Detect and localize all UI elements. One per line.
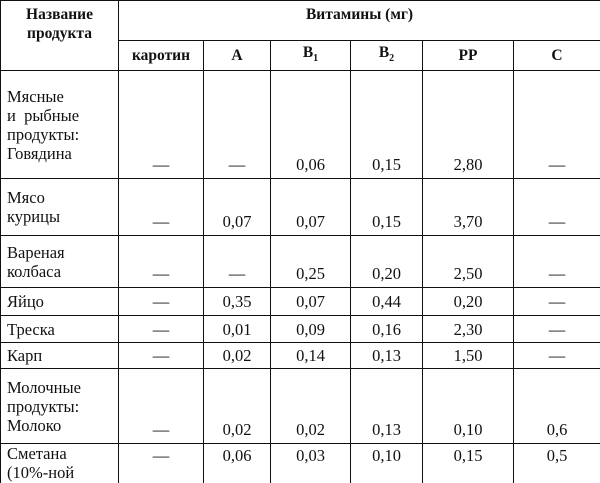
column-letter: В xyxy=(378,43,390,61)
vitamin-value: — xyxy=(118,178,204,236)
table-row: Треска —0,01 0,09 0,16 2,30— xyxy=(0,315,600,343)
product-name: Молочные продукты: Молоко xyxy=(0,368,119,444)
column-header: PP xyxy=(422,40,514,71)
name-line: Мясные xyxy=(7,86,64,106)
table-row: Вареная колбаса — —0,25 0,20 2,50— xyxy=(0,235,600,288)
column-letter: А xyxy=(231,47,243,64)
product-name: Сметана (10%-ной xyxy=(0,443,119,483)
vitamin-value: — xyxy=(118,235,204,288)
vitamin-value: 0,15 xyxy=(422,443,514,483)
vitamin-value: — xyxy=(203,235,271,288)
vitamin-value: — xyxy=(118,287,204,316)
vitamin-value: — xyxy=(512,315,600,343)
vitamin-value: 0,5 xyxy=(512,443,600,483)
vitamin-value: 0,16 xyxy=(350,315,423,343)
vitamin-value: 0,01 xyxy=(203,315,271,343)
name-line: Мясо xyxy=(7,188,45,207)
table-row: Мясо курицы —0,07 0,07 0,15 3,70— xyxy=(0,178,600,236)
product-name: Треска xyxy=(0,315,119,343)
header-group: Витамины (мг) xyxy=(117,0,600,41)
column-subscript: 2 xyxy=(389,53,395,65)
vitamin-value: 0,14 xyxy=(270,342,351,369)
vitamin-value: 0,13 xyxy=(350,368,423,444)
vitamin-value: — xyxy=(512,342,600,369)
name-line: (10%-ной xyxy=(7,463,75,482)
product-name: Мясо курицы xyxy=(0,178,119,236)
column-header: каротин xyxy=(118,40,204,71)
vitamin-value: — xyxy=(118,70,204,179)
name-line: Молоко xyxy=(7,415,62,435)
vitamin-value: 0,02 xyxy=(203,342,271,369)
name-line: продукты: xyxy=(7,396,80,416)
vitamin-value: 0,07 xyxy=(203,178,271,236)
column-letter: В xyxy=(302,43,314,61)
header-name: Название продукта xyxy=(0,0,119,71)
vitamin-value: — xyxy=(118,368,204,444)
name-line: Молочные xyxy=(7,377,81,397)
product-name: Вареная колбаса xyxy=(0,235,119,288)
column-subscript: 1 xyxy=(313,53,319,65)
column-header: В1 xyxy=(270,40,351,71)
vitamin-value: 3,70 xyxy=(422,178,514,236)
product-name: Мясные и рыбные продукты: Говядина xyxy=(0,70,119,179)
vitamin-value: — xyxy=(512,70,600,179)
vitamin-value: 0,15 xyxy=(350,178,423,236)
table-row: Сметана (10%-ной —0,06 0,03 0,10 0,15 0,5 xyxy=(0,443,600,483)
vitamin-value: 2,80 xyxy=(422,70,514,179)
name-line: Сметана xyxy=(7,444,67,463)
vitamin-value: 0,6 xyxy=(512,368,600,444)
vitamin-value: 0,09 xyxy=(270,315,351,343)
vitamin-value: — xyxy=(203,70,271,179)
name-line: Говядина xyxy=(7,143,72,163)
vitamin-value: — xyxy=(512,235,600,288)
vitamin-value: 2,30 xyxy=(422,315,514,343)
vitamin-value: 0,35 xyxy=(203,287,271,316)
table-row: Молочные продукты: Молоко —0,02 0,02 0,13 0,10… xyxy=(0,368,600,444)
vitamin-value: 0,44 xyxy=(350,287,423,316)
vitamin-value: 0,02 xyxy=(203,368,271,444)
name-line: Вареная xyxy=(7,242,65,262)
vitamin-value: 0,02 xyxy=(270,368,351,444)
product-name: Карп xyxy=(0,342,119,369)
name-line: курицы xyxy=(7,207,61,226)
name-line: и рыбные xyxy=(7,105,80,125)
vitamin-value: 0,06 xyxy=(203,443,271,483)
vitamin-value: 0,03 xyxy=(270,443,351,483)
vitamin-value: 2,50 xyxy=(422,235,514,288)
vitamin-value: 0,10 xyxy=(422,368,514,444)
vitamin-value: 0,20 xyxy=(422,287,514,316)
vitamin-value: 0,20 xyxy=(350,235,423,288)
vitamin-value: 0,15 xyxy=(350,70,423,179)
vitamin-value: — xyxy=(512,178,600,236)
vitamin-value: — xyxy=(512,287,600,316)
column-header: В2 xyxy=(350,40,423,71)
table-row: Мясные и рыбные продукты: Говядина — —0,06 0,1… xyxy=(0,70,600,179)
column-letter: каротин xyxy=(131,47,191,64)
name-line: колбаса xyxy=(7,261,62,281)
column-header: А xyxy=(203,40,271,71)
table-row: Яйцо —0,35 0,07 0,44 0,20— xyxy=(0,287,600,316)
column-header: С xyxy=(512,40,600,71)
vitamin-value: — xyxy=(118,443,204,483)
vitamin-value: 1,50 xyxy=(422,342,514,369)
vitamin-value: 0,25 xyxy=(270,235,351,288)
table-row: Карп —0,02 0,14 0,13 1,50— xyxy=(0,342,600,369)
column-letter: С xyxy=(551,47,563,64)
vitamin-value: 0,13 xyxy=(350,342,423,369)
vitamin-value: 0,07 xyxy=(270,287,351,316)
name-line: Карп xyxy=(7,346,43,365)
product-name: Яйцо xyxy=(0,287,119,316)
vitamin-value: 0,07 xyxy=(270,178,351,236)
name-line: продукты: xyxy=(7,124,80,144)
vitamin-value: — xyxy=(118,342,204,369)
vitamin-value: 0,10 xyxy=(350,443,423,483)
column-letter: PP xyxy=(458,47,478,64)
name-line: Яйцо xyxy=(7,292,44,311)
name-line: Треска xyxy=(7,319,55,339)
vitamin-value: 0,06 xyxy=(270,70,351,179)
vitamin-value: — xyxy=(118,315,204,343)
